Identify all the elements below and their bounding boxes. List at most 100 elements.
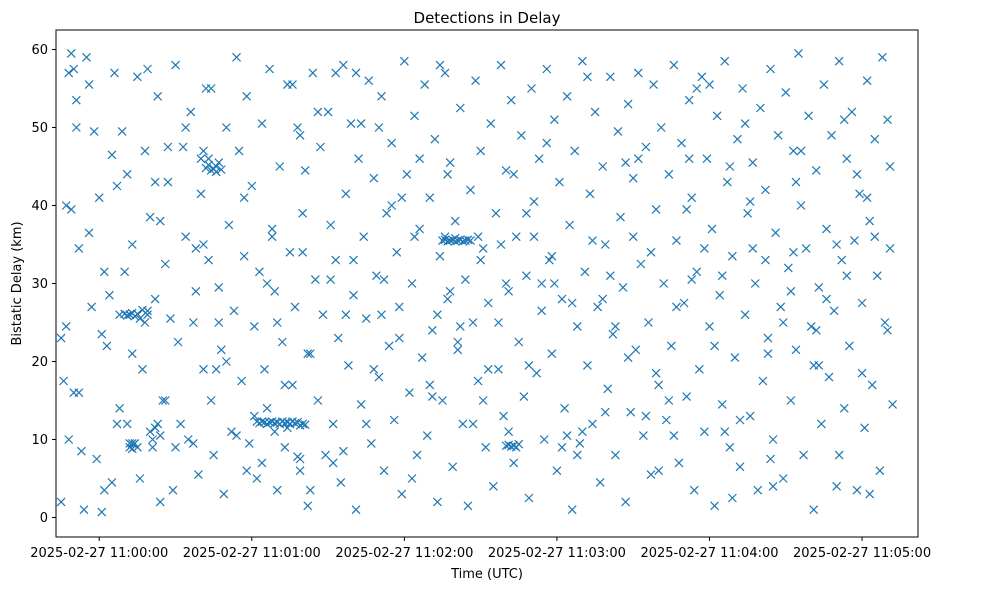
data-point-marker — [885, 162, 895, 171]
y-tick-label: 60 — [31, 43, 48, 58]
data-point-marker — [761, 255, 770, 265]
data-point-marker — [870, 134, 880, 144]
data-point-marker — [59, 376, 69, 386]
data-point-marker — [135, 474, 145, 483]
data-point-marker — [150, 423, 160, 433]
data-point-marker — [155, 216, 165, 226]
data-point-marker — [745, 411, 755, 421]
data-point-marker — [254, 267, 264, 277]
plot-background — [56, 30, 918, 537]
data-point-marker — [735, 415, 745, 425]
data-point-marker — [600, 407, 610, 417]
data-point-marker — [509, 458, 519, 468]
data-point-marker — [631, 345, 641, 355]
data-point-marker — [56, 333, 66, 343]
data-point-marker — [532, 368, 542, 378]
data-point-marker — [204, 160, 213, 170]
data-point-marker — [199, 146, 208, 156]
data-point-marker — [199, 364, 208, 374]
data-point-marker — [280, 380, 290, 390]
data-point-marker — [816, 419, 826, 429]
x-axis-label: Time (UTC) — [450, 567, 523, 582]
data-point-marker — [361, 419, 371, 429]
data-point-marker — [199, 240, 208, 249]
data-point-marker — [748, 243, 758, 253]
data-point-marker — [783, 263, 793, 273]
data-point-marker — [781, 87, 791, 97]
data-point-marker — [832, 240, 842, 249]
data-point-marker — [160, 259, 170, 269]
data-point-marker — [560, 403, 569, 413]
data-point-marker — [275, 162, 285, 171]
data-point-marker — [410, 111, 419, 121]
data-point-marker — [722, 177, 732, 187]
data-point-marker — [450, 233, 460, 243]
data-point-marker — [285, 247, 295, 257]
data-point-marker — [262, 419, 272, 429]
chart-title: Detections in Delay — [414, 9, 561, 27]
x-tick-label: 2025-02-27 11:05:00 — [793, 546, 931, 561]
data-point-marker — [791, 177, 801, 187]
data-point-marker — [145, 427, 155, 437]
data-point-marker — [590, 107, 600, 117]
data-point-marker — [399, 56, 409, 66]
data-point-marker — [450, 216, 460, 226]
data-point-marker — [176, 419, 186, 429]
data-point-marker — [394, 302, 404, 312]
data-point-marker — [842, 154, 852, 164]
data-point-marker — [443, 294, 453, 304]
data-point-marker — [481, 442, 491, 452]
data-point-marker — [160, 396, 170, 405]
data-point-marker — [460, 275, 470, 285]
data-point-marker — [417, 353, 427, 363]
data-point-marker — [605, 72, 615, 82]
data-point-marker — [115, 403, 124, 413]
data-point-marker — [66, 204, 76, 214]
data-point-marker — [387, 201, 397, 210]
data-point-marker — [862, 76, 872, 86]
data-point-marker — [265, 64, 275, 74]
data-point-marker — [412, 450, 422, 460]
data-point-marker — [618, 282, 628, 292]
data-point-marker — [476, 255, 486, 265]
data-point-marker — [567, 505, 577, 515]
data-point-marker — [766, 454, 775, 464]
data-point-marker — [514, 337, 524, 347]
y-axis: 0 10 20 30 40 50 60 — [31, 43, 56, 526]
data-point-marker — [834, 450, 844, 460]
data-point-marker — [209, 450, 219, 460]
data-point-marker — [214, 282, 224, 292]
data-point-marker — [516, 130, 526, 140]
data-point-marker — [295, 130, 305, 140]
data-point-marker — [633, 68, 643, 78]
data-point-marker — [529, 232, 539, 242]
data-point-marker — [84, 80, 94, 90]
data-point-marker — [651, 368, 661, 378]
y-axis-label: Bistatic Delay (km) — [10, 221, 25, 345]
data-point-marker — [333, 333, 343, 343]
data-point-marker — [865, 489, 875, 499]
data-point-marker — [407, 279, 417, 288]
data-point-marker — [232, 431, 241, 441]
data-point-marker — [822, 294, 831, 304]
data-point-marker — [788, 247, 798, 257]
data-point-marker — [313, 107, 323, 117]
data-point-marker — [295, 466, 305, 476]
data-point-marker — [829, 306, 839, 316]
data-point-marker — [623, 99, 633, 109]
data-point-marker — [514, 439, 524, 449]
data-point-marker — [646, 247, 656, 257]
data-point-marker — [242, 466, 252, 476]
data-point-marker — [852, 485, 862, 495]
data-point-marker — [872, 271, 882, 281]
data-point-marker — [181, 232, 191, 242]
data-point-marker — [331, 68, 341, 78]
data-point-marker — [628, 173, 638, 183]
data-point-marker — [583, 360, 592, 370]
data-point-marker — [883, 115, 892, 125]
data-point-marker — [682, 392, 692, 402]
data-point-marker — [257, 119, 267, 129]
data-point-marker — [369, 173, 379, 183]
data-point-marker — [679, 298, 689, 308]
data-point-marker — [87, 302, 97, 312]
